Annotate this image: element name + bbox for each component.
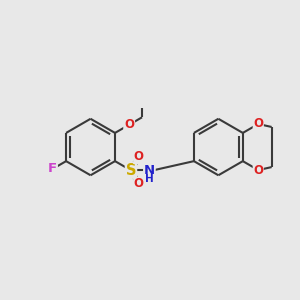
Text: H: H [145, 174, 154, 184]
Text: O: O [134, 151, 144, 164]
Text: O: O [253, 164, 263, 177]
Text: O: O [134, 177, 144, 190]
Text: N: N [144, 164, 155, 177]
Text: O: O [253, 118, 263, 130]
Text: S: S [126, 163, 136, 178]
Text: F: F [48, 162, 57, 176]
Text: O: O [124, 118, 134, 131]
